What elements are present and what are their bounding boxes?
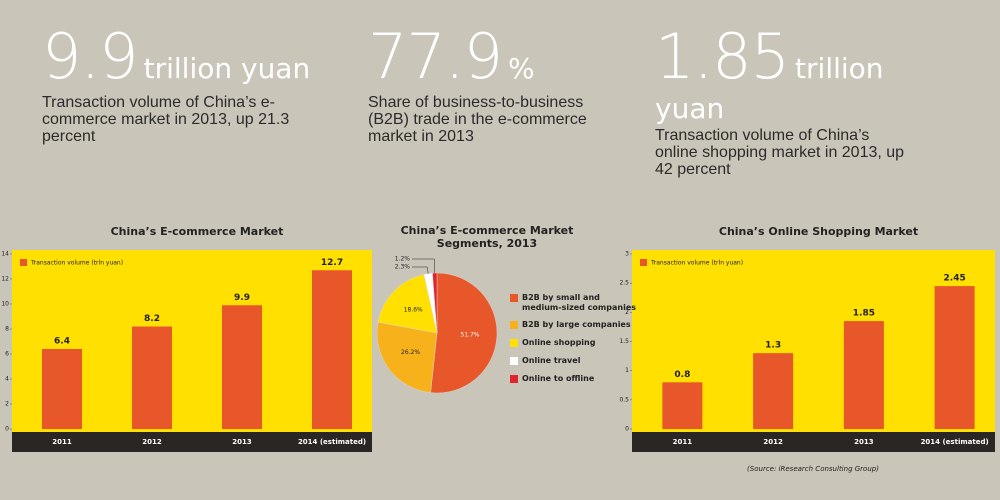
value-label: 2.3% [395, 264, 411, 271]
leader-line [412, 258, 435, 274]
bar [222, 305, 262, 429]
x-tick-label: 2012 [763, 438, 783, 446]
legend-swatch [640, 259, 647, 266]
value-label: 1.3 [765, 341, 781, 351]
y-tick-label: 2 [625, 309, 629, 316]
legend-swatch [510, 357, 518, 365]
y-tick-label: 10 [1, 301, 9, 308]
stat: 77.9% Share of business-to-business (B2B… [368, 20, 648, 146]
stat-value: 77.9 [368, 20, 503, 93]
bar [132, 326, 172, 429]
chart-title: China’s E-commerce Market Segments, 2013 [400, 224, 574, 250]
y-tick-label: 12 [1, 276, 9, 283]
legend-swatch [510, 375, 518, 383]
legend-item: B2B by large companies [510, 320, 637, 330]
value-label: 12.7 [321, 258, 343, 268]
stat-unit: trillion yuan [655, 52, 884, 125]
source: (Source: iResearch Consulting Group) [747, 465, 879, 473]
x-tick-label: 2012 [142, 438, 162, 446]
category-strip [632, 432, 995, 452]
chart-title: China’s Online Shopping Market [719, 225, 918, 238]
value-label: 2.45 [944, 274, 966, 284]
y-tick-label: 0 [5, 426, 9, 433]
value-label: 8.2 [144, 314, 160, 324]
y-tick-label: 14 [1, 251, 9, 258]
stat-description: Transaction volume of China’s e-commerce… [42, 94, 290, 145]
value-label: 26.2% [401, 349, 420, 356]
legend-item: Online shopping [510, 338, 637, 348]
stat-description: Share of business-to-business (B2B) trad… [368, 94, 587, 145]
bar [42, 349, 82, 429]
legend-swatch [510, 321, 518, 329]
stat-unit: trillion yuan [143, 52, 311, 85]
legend-label: Transaction volume (trln yuan) [30, 260, 123, 267]
leader-line [412, 266, 429, 274]
pie-slice [430, 272, 498, 394]
value-label: 18.6% [404, 307, 423, 314]
y-tick-label: 8 [5, 326, 9, 333]
pie-slice [376, 321, 438, 393]
stat-description: Transaction volume of China’s online sho… [655, 127, 905, 178]
value-label: 9.9 [234, 293, 250, 303]
y-tick-label: 0.5 [619, 396, 629, 403]
y-tick-label: 1 [625, 367, 629, 374]
pie-slice [377, 274, 438, 334]
value-label: 51.7% [460, 331, 479, 338]
bar [843, 321, 884, 429]
bar [753, 353, 794, 429]
stat-unit: % [508, 52, 535, 85]
bar [934, 286, 975, 429]
x-tick-label: 2014 (estimated) [921, 438, 989, 446]
y-tick-label: 6 [5, 351, 9, 358]
legend-item: Online to offline [510, 374, 637, 384]
legend-swatch [20, 259, 27, 266]
value-label: 1.85 [853, 309, 875, 319]
bar [312, 270, 352, 429]
value-label: 6.4 [54, 337, 70, 347]
x-tick-label: 2013 [232, 438, 252, 446]
legend-label: Transaction volume (trln yuan) [650, 260, 743, 267]
y-tick-label: 3 [625, 251, 629, 258]
value-label: 1.2% [395, 256, 411, 263]
x-tick-label: 2013 [854, 438, 874, 446]
legend-item: Online travel [510, 356, 637, 366]
category-strip [12, 432, 372, 452]
stat-value: 9.9 [42, 20, 139, 93]
y-tick-label: 2 [5, 401, 9, 408]
x-tick-label: 2011 [673, 438, 693, 446]
x-tick-label: 2014 (estimated) [298, 438, 366, 446]
stat-value: 1.85 [655, 20, 790, 93]
value-label: 0.8 [674, 370, 690, 380]
y-tick-label: 1.5 [619, 338, 629, 345]
legend-swatch [510, 339, 518, 347]
x-tick-label: 2011 [52, 438, 72, 446]
legend-swatch [510, 294, 518, 302]
y-tick-label: 4 [5, 376, 9, 383]
y-tick-label: 2.5 [619, 280, 629, 287]
legend-item: B2B by small and medium-sized companies [510, 293, 637, 313]
chart-title: China’s E-commerce Market [111, 225, 284, 238]
stat: 1.85 trillion yuan Transaction volume of … [655, 20, 935, 179]
y-tick-label: 0 [625, 426, 629, 433]
bar [662, 382, 703, 429]
stat: 9.9 trillion yuan Transaction volume of C… [42, 20, 322, 146]
